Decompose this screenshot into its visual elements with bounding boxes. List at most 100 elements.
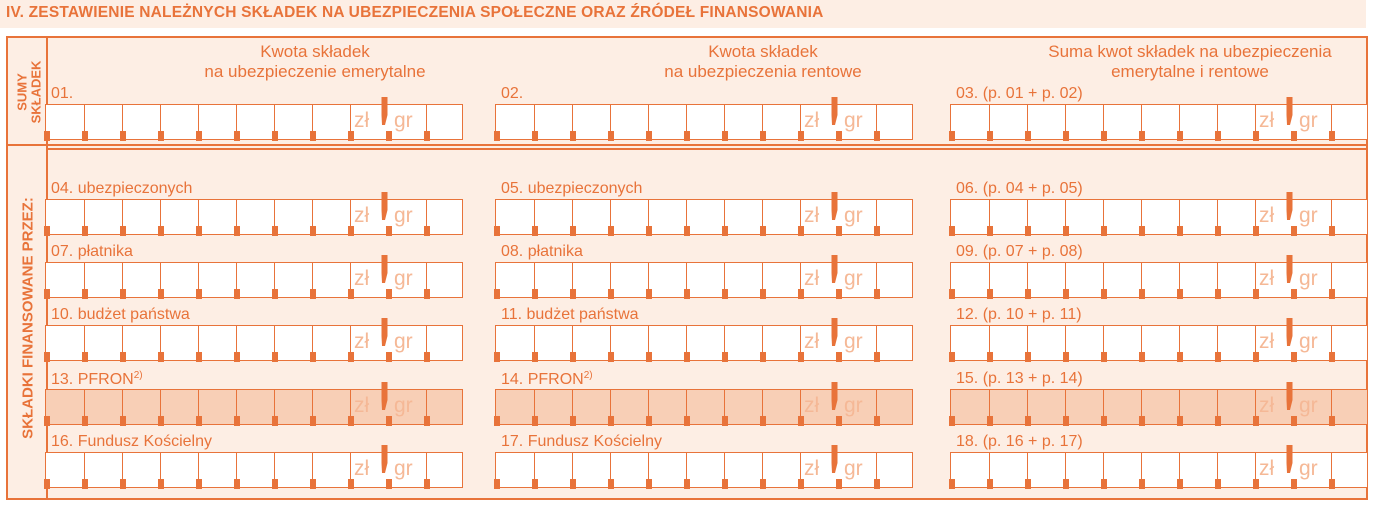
amount-field-3[interactable]: zł gr (949, 97, 1368, 141)
digit-tick (646, 479, 652, 489)
digit-tick (1101, 226, 1107, 236)
digit-divider (198, 263, 199, 297)
digit-divider (876, 200, 877, 234)
digit-tick (722, 416, 728, 426)
amount-field-7[interactable]: zł gr (44, 255, 463, 299)
digit-tick (424, 479, 430, 489)
digit-divider (989, 105, 990, 139)
digit-tick (158, 479, 164, 489)
digit-tick (608, 479, 614, 489)
digit-divider (572, 390, 573, 424)
gr-label: gr (394, 394, 413, 417)
digit-tick (949, 289, 955, 299)
zl-label: zł (354, 109, 370, 132)
digit-divider (1103, 200, 1104, 234)
digit-divider (1331, 453, 1332, 487)
digit-divider (1255, 453, 1256, 487)
digit-divider (160, 105, 161, 139)
digit-tick (44, 479, 50, 489)
digit-tick (987, 479, 993, 489)
digit-divider (1331, 326, 1332, 360)
digit-divider (762, 105, 763, 139)
digit-divider (1141, 453, 1142, 487)
digit-tick (987, 131, 993, 141)
digit-tick (532, 352, 538, 362)
digit-divider (1255, 263, 1256, 297)
digit-tick (158, 416, 164, 426)
digit-tick (874, 416, 880, 426)
digit-divider (648, 390, 649, 424)
gr-label: gr (844, 109, 863, 132)
column-header-line1: Suma kwot składek na ubezpieczenia (1048, 42, 1332, 61)
zl-label: zł (1259, 330, 1275, 353)
digit-divider (312, 200, 313, 234)
digit-divider (1065, 200, 1066, 234)
digit-tick (1063, 416, 1069, 426)
zl-label: zł (354, 204, 370, 227)
digit-divider (800, 105, 801, 139)
digit-tick (1101, 479, 1107, 489)
digit-tick (494, 416, 500, 426)
zl-label: zł (804, 109, 820, 132)
amount-field-1[interactable]: zł gr (44, 97, 463, 141)
amount-field-8[interactable]: zł gr (494, 255, 913, 299)
field-label-text: 11. budżet państwa (501, 306, 639, 323)
digit-tick (386, 416, 392, 426)
digit-tick (1291, 131, 1297, 141)
digit-divider (274, 263, 275, 297)
amount-field-12[interactable]: zł gr (949, 318, 1368, 362)
digit-divider (572, 200, 573, 234)
amount-field-16[interactable]: zł gr (44, 445, 463, 489)
digit-divider (648, 105, 649, 139)
digit-tick (570, 352, 576, 362)
amount-field-2[interactable]: zł gr (494, 97, 913, 141)
field-label-text: 06. (p. 04 + p. 05) (956, 180, 1083, 197)
digit-tick (646, 352, 652, 362)
digit-divider (1141, 326, 1142, 360)
digit-divider (236, 105, 237, 139)
digit-divider (84, 200, 85, 234)
digit-tick (1215, 289, 1221, 299)
amount-field-5[interactable]: zł gr (494, 192, 913, 236)
digit-tick (532, 289, 538, 299)
digit-tick (310, 226, 316, 236)
digit-divider (686, 200, 687, 234)
amount-field-6[interactable]: zł gr (949, 192, 1368, 236)
zl-label: zł (1259, 267, 1275, 290)
digit-divider (1027, 453, 1028, 487)
digit-tick (570, 416, 576, 426)
digit-divider (724, 105, 725, 139)
gr-label: gr (844, 330, 863, 353)
digit-tick (949, 226, 955, 236)
digit-tick (494, 352, 500, 362)
amount-field-9[interactable]: zł gr (949, 255, 1368, 299)
band-separator (46, 148, 1366, 150)
amount-field-15[interactable]: zł gr (949, 382, 1368, 426)
digit-divider (84, 326, 85, 360)
digit-tick (760, 226, 766, 236)
amount-field-10[interactable]: zł gr (44, 318, 463, 362)
digit-tick (310, 352, 316, 362)
digit-divider (989, 453, 990, 487)
field-label: 18. (p. 16 + p. 17) (956, 433, 1083, 451)
amount-field-17[interactable]: zł gr (494, 445, 913, 489)
digit-tick (158, 352, 164, 362)
digit-tick (310, 479, 316, 489)
digit-tick (120, 131, 126, 141)
digit-divider (1141, 105, 1142, 139)
digit-divider (1255, 200, 1256, 234)
field-label: 03. (p. 01 + p. 02) (956, 85, 1083, 102)
digit-tick (1177, 131, 1183, 141)
amount-field-14[interactable]: zł gr (494, 382, 913, 426)
digit-tick (1329, 289, 1335, 299)
amount-field-13[interactable]: zł gr (44, 382, 463, 426)
digit-tick (1291, 416, 1297, 426)
digit-divider (1065, 326, 1066, 360)
amount-field-4[interactable]: zł gr (44, 192, 463, 236)
digit-divider (84, 105, 85, 139)
digit-tick (272, 226, 278, 236)
amount-field-11[interactable]: zł gr (494, 318, 913, 362)
digit-divider (534, 390, 535, 424)
digit-divider (1103, 453, 1104, 487)
amount-field-18[interactable]: zł gr (949, 445, 1368, 489)
